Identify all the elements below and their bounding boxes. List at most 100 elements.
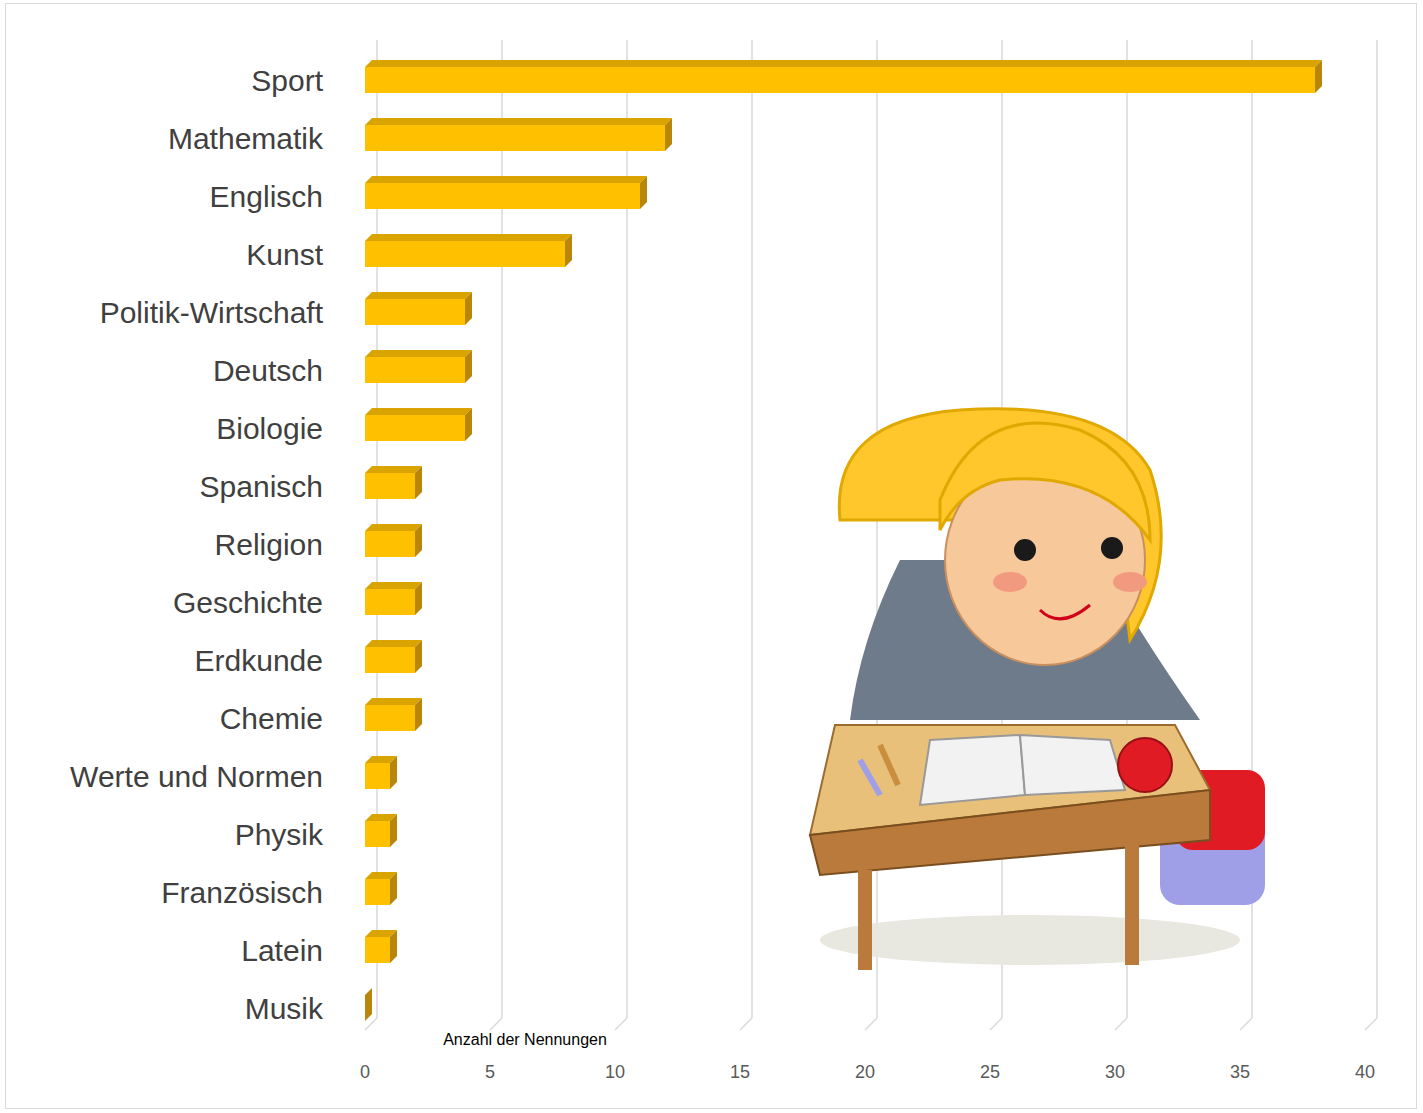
bar-side xyxy=(415,466,422,499)
eye xyxy=(1101,537,1123,559)
cheek xyxy=(993,572,1027,592)
bar xyxy=(365,995,366,1021)
grid-line-depth xyxy=(615,1018,627,1030)
bar-side xyxy=(390,872,397,905)
category-label: Politik-Wirtschaft xyxy=(100,296,324,329)
bar-top xyxy=(365,466,422,473)
bar xyxy=(365,705,415,731)
category-label: Chemie xyxy=(220,702,323,735)
bar-top xyxy=(365,234,572,241)
bar xyxy=(365,415,465,441)
bars xyxy=(365,60,1322,1021)
bar xyxy=(365,937,390,963)
category-label: Religion xyxy=(215,528,323,561)
bar-side xyxy=(415,640,422,673)
bar-side xyxy=(565,234,572,267)
mouth xyxy=(1040,605,1090,619)
bar-side xyxy=(465,292,472,325)
bar-top xyxy=(365,582,422,589)
bar-top xyxy=(365,292,472,299)
bar-top xyxy=(365,524,422,531)
category-label: Kunst xyxy=(246,238,323,271)
bar-side xyxy=(415,698,422,731)
category-label: Französisch xyxy=(161,876,323,909)
frame xyxy=(6,4,1417,1109)
bar xyxy=(365,241,565,267)
apple xyxy=(1118,738,1172,792)
desk-leg xyxy=(1125,840,1139,965)
bar-top xyxy=(365,640,422,647)
tick-label: 40 xyxy=(1355,1062,1375,1082)
tick-label: 30 xyxy=(1105,1062,1125,1082)
bar xyxy=(365,67,1315,93)
book xyxy=(1020,735,1125,795)
grid-line-depth xyxy=(740,1018,752,1030)
category-label: Physik xyxy=(235,818,324,851)
tick-label: 5 xyxy=(485,1062,495,1082)
bar-side xyxy=(390,930,397,963)
bar-side xyxy=(390,814,397,847)
grid-line xyxy=(751,40,753,1018)
bar-side xyxy=(465,408,472,441)
category-label: Englisch xyxy=(210,180,323,213)
grid-line-depth xyxy=(365,1018,377,1030)
desk-front xyxy=(810,790,1210,875)
bar-top xyxy=(365,118,672,125)
bar xyxy=(365,473,415,499)
bar xyxy=(365,125,665,151)
tick-label: 35 xyxy=(1230,1062,1250,1082)
grid-line xyxy=(876,40,878,1018)
axis-title: Anzahl der Nennungen xyxy=(443,1031,607,1048)
grid-line-depth xyxy=(490,1018,502,1030)
grid-line-depth xyxy=(1365,1018,1377,1030)
tick-label: 10 xyxy=(605,1062,625,1082)
grid-line-depth xyxy=(1240,1018,1252,1030)
grid-line-depth xyxy=(865,1018,877,1030)
grid-line-depth xyxy=(990,1018,1002,1030)
chart: 0 5 10 15 20 25 30 35 40 Sport Mathematik Englisch K… xyxy=(0,0,1423,1113)
bar xyxy=(365,821,390,847)
eye xyxy=(1014,539,1036,561)
cheek xyxy=(1113,572,1147,592)
tick-label: 20 xyxy=(855,1062,875,1082)
tick-label: 0 xyxy=(360,1062,370,1082)
category-label: Latein xyxy=(241,934,323,967)
grid xyxy=(365,40,1377,1030)
bar xyxy=(365,299,465,325)
bar xyxy=(365,357,465,383)
bar-side xyxy=(1315,60,1322,93)
pencil xyxy=(860,760,880,795)
bar-side xyxy=(640,176,647,209)
bar-top xyxy=(365,60,1322,67)
book xyxy=(920,735,1025,805)
tick-label: 15 xyxy=(730,1062,750,1082)
bar-side xyxy=(665,118,672,151)
grid-line xyxy=(1376,40,1378,1018)
bar-side xyxy=(390,756,397,789)
fringe xyxy=(940,423,1150,540)
bar-top xyxy=(365,698,422,705)
category-label: Biologie xyxy=(216,412,323,445)
category-label: Erdkunde xyxy=(195,644,323,677)
category-label: Spanisch xyxy=(200,470,323,503)
bar xyxy=(365,589,415,615)
bar xyxy=(365,183,640,209)
category-label: Geschichte xyxy=(173,586,323,619)
bar xyxy=(365,763,390,789)
category-label: Mathematik xyxy=(168,122,324,155)
category-label: Sport xyxy=(251,64,323,97)
tick-label: 25 xyxy=(980,1062,1000,1082)
category-label: Deutsch xyxy=(213,354,323,387)
bar xyxy=(365,531,415,557)
bar xyxy=(365,879,390,905)
pencil xyxy=(880,745,898,785)
category-label: Werte und Normen xyxy=(70,760,323,793)
illustration xyxy=(810,409,1265,970)
bar-side xyxy=(415,524,422,557)
shadow xyxy=(820,915,1240,965)
bar xyxy=(365,647,415,673)
bar-side xyxy=(465,350,472,383)
desk-leg xyxy=(858,870,872,970)
bar-side xyxy=(365,988,372,1021)
bar-top xyxy=(365,408,472,415)
